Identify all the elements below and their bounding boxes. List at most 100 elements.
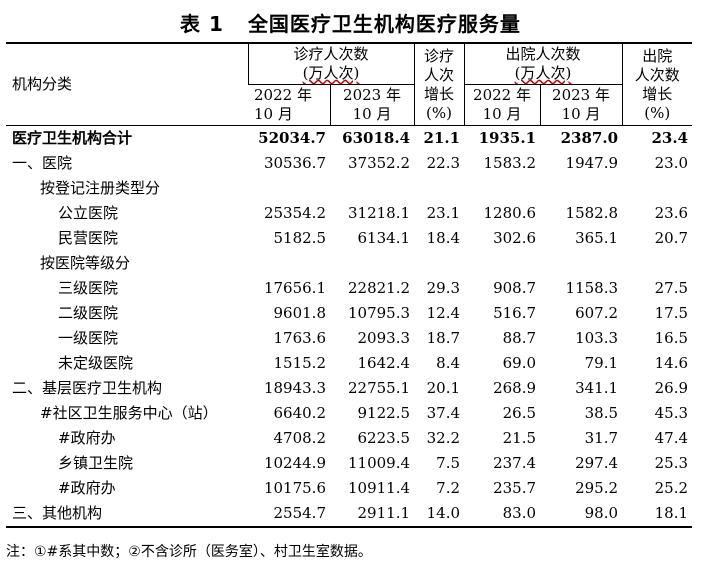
- table-number: 表 1: [180, 12, 224, 36]
- visits-2023-cell: 6223.5: [357, 429, 411, 447]
- visits-2022-cell: 5182.5: [273, 229, 327, 247]
- table-row: 未定级医院 1515.2 1642.4 8.4 69.0 79.1 14.6: [6, 351, 692, 376]
- header-discharge-2023-year: 2023 年: [552, 86, 610, 104]
- discharge-growth-cell: 16.5: [654, 329, 689, 347]
- visits-growth-cell: 22.3: [426, 154, 461, 172]
- row-label-cell: #政府办: [58, 479, 116, 497]
- visits-growth-cell: 7.5: [436, 454, 461, 472]
- visits-2022-cell: 25354.2: [263, 204, 326, 222]
- table-row: 按登记注册类型分: [6, 176, 692, 201]
- row-label-cell: #社区卫生服务中心（站）: [40, 404, 218, 422]
- discharge-growth-cell: 18.1: [622, 501, 693, 528]
- discharge-2022-cell: 302.6: [493, 229, 537, 247]
- row-label-cell: 未定级医院: [58, 354, 134, 372]
- header-discharge-group-line1: 出院人次数: [505, 45, 581, 63]
- row-label-cell: 二、基层医疗卫生机构: [12, 379, 163, 397]
- visits-2022-cell: 10244.9: [263, 454, 326, 472]
- discharge-growth-cell: 27.5: [654, 279, 689, 297]
- header-discharge-2023: 2023 年 10 月: [539, 84, 623, 126]
- discharge-growth-cell: 20.7: [654, 229, 689, 247]
- discharge-2023-cell: [540, 251, 622, 276]
- header-discharge-2023-month: 10 月: [561, 105, 601, 123]
- table-row: #政府办 10175.6 10911.4 7.2 235.7 295.2 25.2: [6, 476, 692, 501]
- visits-growth-cell: 29.3: [426, 279, 461, 297]
- visits-growth-cell: 8.4: [436, 354, 461, 372]
- visits-2023-cell: [330, 176, 414, 201]
- discharge-2022-cell: [464, 176, 540, 201]
- table-row: 按医院等级分: [6, 251, 692, 276]
- discharge-2023-cell: 365.1: [575, 229, 619, 247]
- visits-growth-cell: 12.4: [426, 304, 461, 322]
- row-label-cell: 医疗卫生机构合计: [6, 125, 248, 151]
- discharge-2023-cell: 295.2: [575, 479, 619, 497]
- table-body: 医疗卫生机构合计 52034.7 63018.4 21.1 1935.1 2387.0 23…: [6, 125, 693, 528]
- table-note: 注：①#系其中数；②不含诊所（医务室）、村卫生室数据。: [6, 544, 372, 560]
- header-visits-growth-l1: 诊疗: [424, 46, 455, 65]
- table-row: 医疗卫生机构合计 52034.7 63018.4 21.1 1935.1 2387.0 23…: [6, 125, 693, 151]
- header-visits-2022-month: 10 月: [254, 105, 293, 123]
- discharge-2022-cell: 908.7: [493, 279, 537, 297]
- discharge-2023-cell: 341.1: [575, 379, 619, 397]
- visits-2022-cell: 2554.7: [248, 501, 330, 528]
- discharge-2022-cell: 235.7: [493, 479, 537, 497]
- header-visits-2022: 2022 年 10 月: [248, 84, 330, 126]
- header-visits-growth-l3: 增长: [424, 84, 455, 103]
- table-row: 二级医院 9601.8 10795.3 12.4 516.7 607.2 17.5: [6, 301, 692, 326]
- discharge-2022-cell: [464, 251, 540, 276]
- visits-2022-cell: 30536.7: [263, 154, 326, 172]
- header-visits-group: 诊疗人次数 (万人次): [247, 42, 415, 85]
- header-visits-group-line2: (万人次): [302, 64, 360, 82]
- table-row: 三、其他机构 2554.7 2911.1 14.0 83.0 98.0 18.1: [6, 501, 693, 528]
- visits-2022-cell: [248, 251, 330, 276]
- visits-2023-cell: 10795.3: [347, 304, 411, 322]
- header-visits-growth-l2: 人次: [424, 65, 455, 84]
- discharge-2023-cell: 98.0: [540, 501, 623, 528]
- header-discharge-growth: 出院 人次数 增长 (%): [621, 42, 693, 126]
- visits-2022-cell: 17656.1: [263, 279, 326, 297]
- discharge-2022-cell: 88.7: [502, 329, 537, 347]
- table-row: 民营医院 5182.5 6134.1 18.4 302.6 365.1 20.7: [6, 226, 692, 251]
- table-row: #社区卫生服务中心（站） 6640.2 9122.5 37.4 26.5 38.5 45.3: [6, 401, 692, 426]
- discharge-growth-cell: 26.9: [654, 379, 689, 397]
- discharge-2022-cell: 69.0: [502, 354, 537, 372]
- discharge-2022-cell: 516.7: [493, 304, 537, 322]
- discharge-2022-cell: 268.9: [493, 379, 537, 397]
- discharge-growth-cell: 14.6: [654, 354, 689, 372]
- row-label-cell: 公立医院: [58, 204, 119, 222]
- visits-growth-cell: 23.1: [426, 204, 461, 222]
- visits-2022-cell: 6640.2: [273, 404, 327, 422]
- row-label-cell: 三、其他机构: [6, 501, 248, 528]
- discharge-2023-cell: 103.3: [575, 329, 619, 347]
- visits-2022-cell: 4708.2: [273, 429, 327, 447]
- visits-2022-cell: [248, 176, 330, 201]
- table-title: 表 1 全国医疗卫生机构医疗服务量: [0, 8, 701, 37]
- discharge-growth-cell: [622, 176, 692, 201]
- row-label-cell: 乡镇卫生院: [58, 454, 134, 472]
- header-discharge-2022-year: 2022 年: [473, 86, 531, 104]
- visits-2022-cell: 1763.6: [273, 329, 327, 347]
- visits-growth-cell: 14.0: [414, 501, 465, 528]
- discharge-growth-cell: [622, 251, 692, 276]
- visits-2023-cell: 9122.5: [357, 404, 411, 422]
- visits-2023-cell: [330, 251, 414, 276]
- discharge-2022-cell: 1935.1: [464, 125, 541, 151]
- visits-growth-cell: 21.1: [414, 125, 465, 151]
- visits-2023-cell: 2911.1: [330, 501, 415, 528]
- discharge-2022-cell: 237.4: [493, 454, 537, 472]
- discharge-2022-cell: 21.5: [502, 429, 537, 447]
- visits-growth-cell: [414, 251, 464, 276]
- visits-2023-cell: 1642.4: [357, 354, 411, 372]
- visits-2023-cell: 10911.4: [347, 479, 411, 497]
- discharge-2023-cell: 1158.3: [565, 279, 619, 297]
- header-visits-growth-l4: (%): [426, 103, 452, 122]
- visits-2023-cell: 22821.2: [347, 279, 411, 297]
- discharge-2022-cell: 1280.6: [483, 204, 537, 222]
- header-visits-2023-month: 10 月: [352, 105, 392, 123]
- header-discharge-growth-l3: 增长: [642, 84, 673, 103]
- discharge-2023-cell: 38.5: [584, 404, 619, 422]
- visits-growth-cell: 32.2: [426, 429, 461, 447]
- discharge-2022-cell: 26.5: [502, 404, 537, 422]
- visits-2023-cell: 22755.1: [347, 379, 411, 397]
- discharge-2023-cell: 1947.9: [565, 154, 619, 172]
- visits-growth-cell: 20.1: [426, 379, 461, 397]
